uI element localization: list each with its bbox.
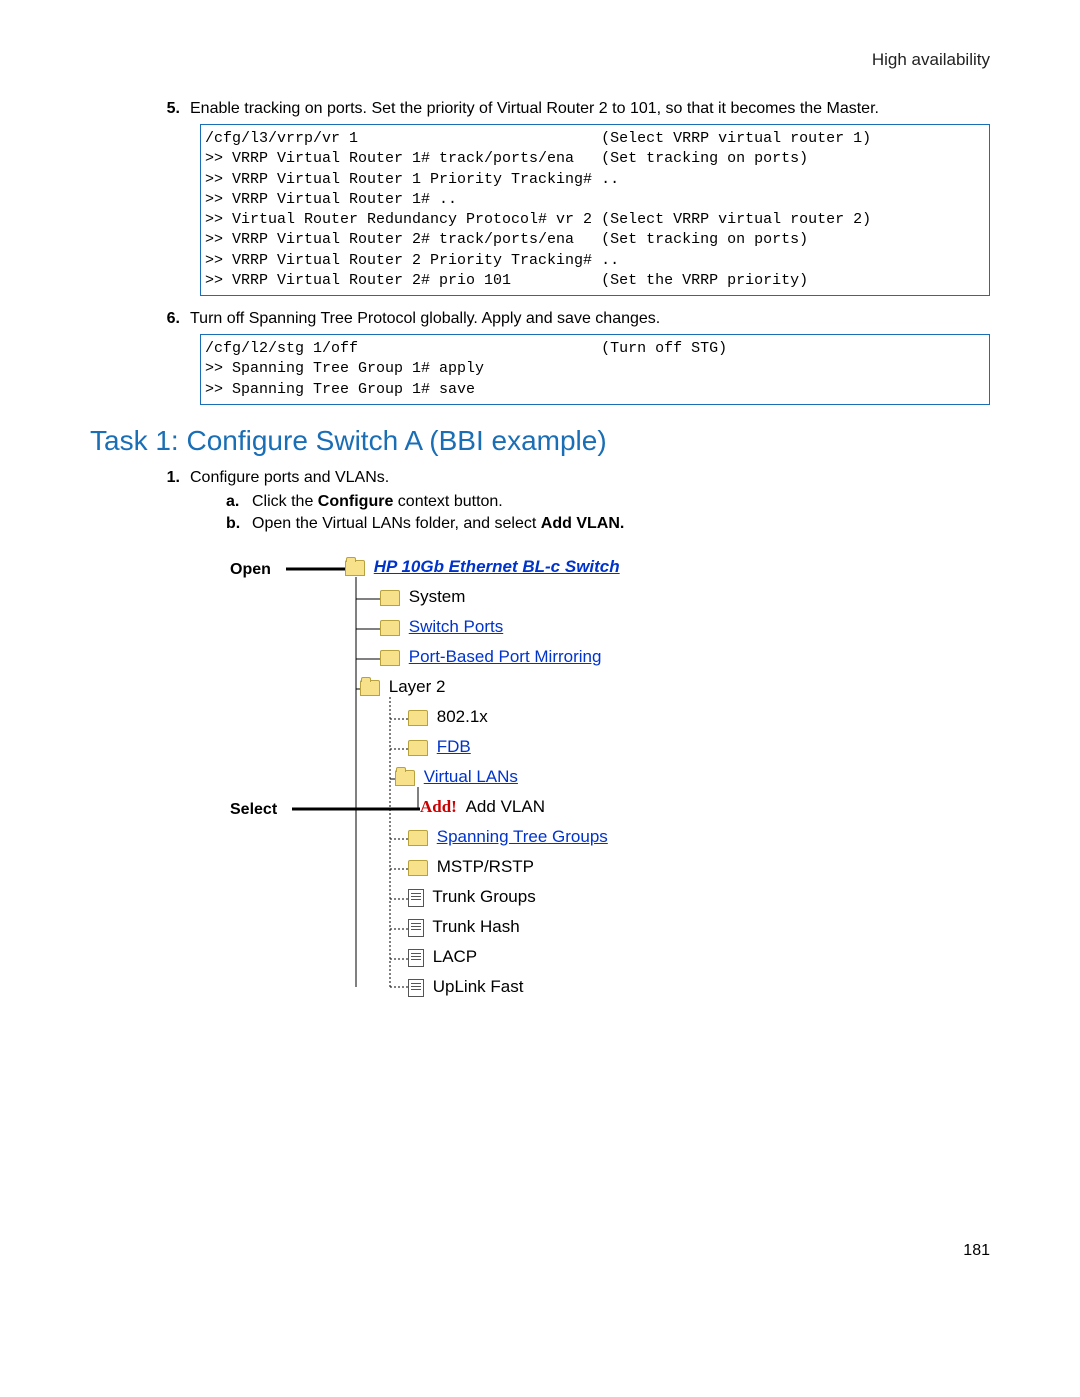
text: Open the Virtual LANs folder, and select bbox=[252, 515, 541, 532]
tree-item-trunk-groups[interactable]: Trunk Groups bbox=[432, 887, 535, 906]
doc-icon bbox=[408, 888, 424, 906]
folder-icon bbox=[380, 589, 400, 605]
folder-open-icon bbox=[345, 559, 365, 575]
doc-icon bbox=[408, 918, 424, 936]
open-label: Open bbox=[230, 561, 271, 578]
folder-icon bbox=[408, 859, 428, 875]
step-text: Configure ports and VLANs. a. Click the … bbox=[190, 469, 990, 537]
tree-item-trunk-hash[interactable]: Trunk Hash bbox=[432, 917, 519, 936]
tree-item-add-vlan[interactable]: Add VLAN bbox=[466, 797, 545, 816]
substep-a: a. Click the Configure context button. bbox=[226, 493, 990, 511]
task-step-1: 1. Configure ports and VLANs. a. Click t… bbox=[150, 469, 990, 537]
tree-diagram: Open Select HP 10Gb Ethernet BL-c Switch… bbox=[230, 557, 990, 1002]
bold-text: Add VLAN. bbox=[541, 515, 625, 532]
doc-icon bbox=[408, 948, 424, 966]
tree-item-virtual-lans[interactable]: Virtual LANs bbox=[424, 767, 518, 786]
tree-item-mstp[interactable]: MSTP/RSTP bbox=[437, 857, 534, 876]
code-block-1: /cfg/l3/vrrp/vr 1 (Select VRRP virtual r… bbox=[200, 124, 990, 296]
document-page: High availability 5. Enable tracking on … bbox=[0, 0, 1080, 1300]
folder-icon bbox=[408, 739, 428, 755]
task-heading: Task 1: Configure Switch A (BBI example) bbox=[90, 425, 990, 457]
folder-icon bbox=[380, 649, 400, 665]
step-text: Enable tracking on ports. Set the priori… bbox=[190, 100, 990, 118]
step-text: Turn off Spanning Tree Protocol globally… bbox=[190, 310, 990, 328]
folder-icon bbox=[380, 619, 400, 635]
tree-root[interactable]: HP 10Gb Ethernet BL-c Switch bbox=[374, 557, 620, 576]
substep-b: b. Open the Virtual LANs folder, and sel… bbox=[226, 515, 990, 533]
tree-item-layer2[interactable]: Layer 2 bbox=[389, 677, 446, 696]
step-number: 1. bbox=[150, 469, 190, 537]
tree-item-lacp[interactable]: LACP bbox=[433, 947, 477, 966]
step-number: 6. bbox=[150, 310, 190, 328]
page-number: 181 bbox=[963, 1242, 990, 1260]
text: Click the bbox=[252, 493, 318, 510]
folder-open-icon bbox=[360, 679, 380, 695]
tree-item-stg[interactable]: Spanning Tree Groups bbox=[437, 827, 608, 846]
sub-letter: b. bbox=[226, 515, 252, 533]
tree-item-switch-ports[interactable]: Switch Ports bbox=[409, 617, 503, 636]
tree-item-fdb[interactable]: FDB bbox=[437, 737, 471, 756]
step-number: 5. bbox=[150, 100, 190, 118]
folder-icon bbox=[408, 709, 428, 725]
tree-item-uplink-fast[interactable]: UpLink Fast bbox=[433, 977, 524, 996]
folder-icon bbox=[408, 829, 428, 845]
step-1-text: Configure ports and VLANs. bbox=[190, 469, 389, 486]
sub-letter: a. bbox=[226, 493, 252, 511]
tree-item-port-mirroring[interactable]: Port-Based Port Mirroring bbox=[409, 647, 602, 666]
folder-open-icon bbox=[395, 769, 415, 785]
step-6: 6. Turn off Spanning Tree Protocol globa… bbox=[150, 310, 990, 328]
page-header: High availability bbox=[90, 50, 990, 70]
text: context button. bbox=[393, 493, 502, 510]
tree-item-system[interactable]: System bbox=[409, 587, 466, 606]
doc-icon bbox=[408, 978, 424, 996]
select-label: Select bbox=[230, 801, 278, 818]
bold-text: Configure bbox=[318, 493, 394, 510]
step-5: 5. Enable tracking on ports. Set the pri… bbox=[150, 100, 990, 118]
tree-svg: Open Select HP 10Gb Ethernet BL-c Switch… bbox=[230, 557, 750, 997]
tree-item-8021x[interactable]: 802.1x bbox=[437, 707, 488, 726]
code-block-2: /cfg/l2/stg 1/off (Turn off STG)>> Spann… bbox=[200, 334, 990, 405]
add-marker: Add! bbox=[420, 797, 457, 816]
